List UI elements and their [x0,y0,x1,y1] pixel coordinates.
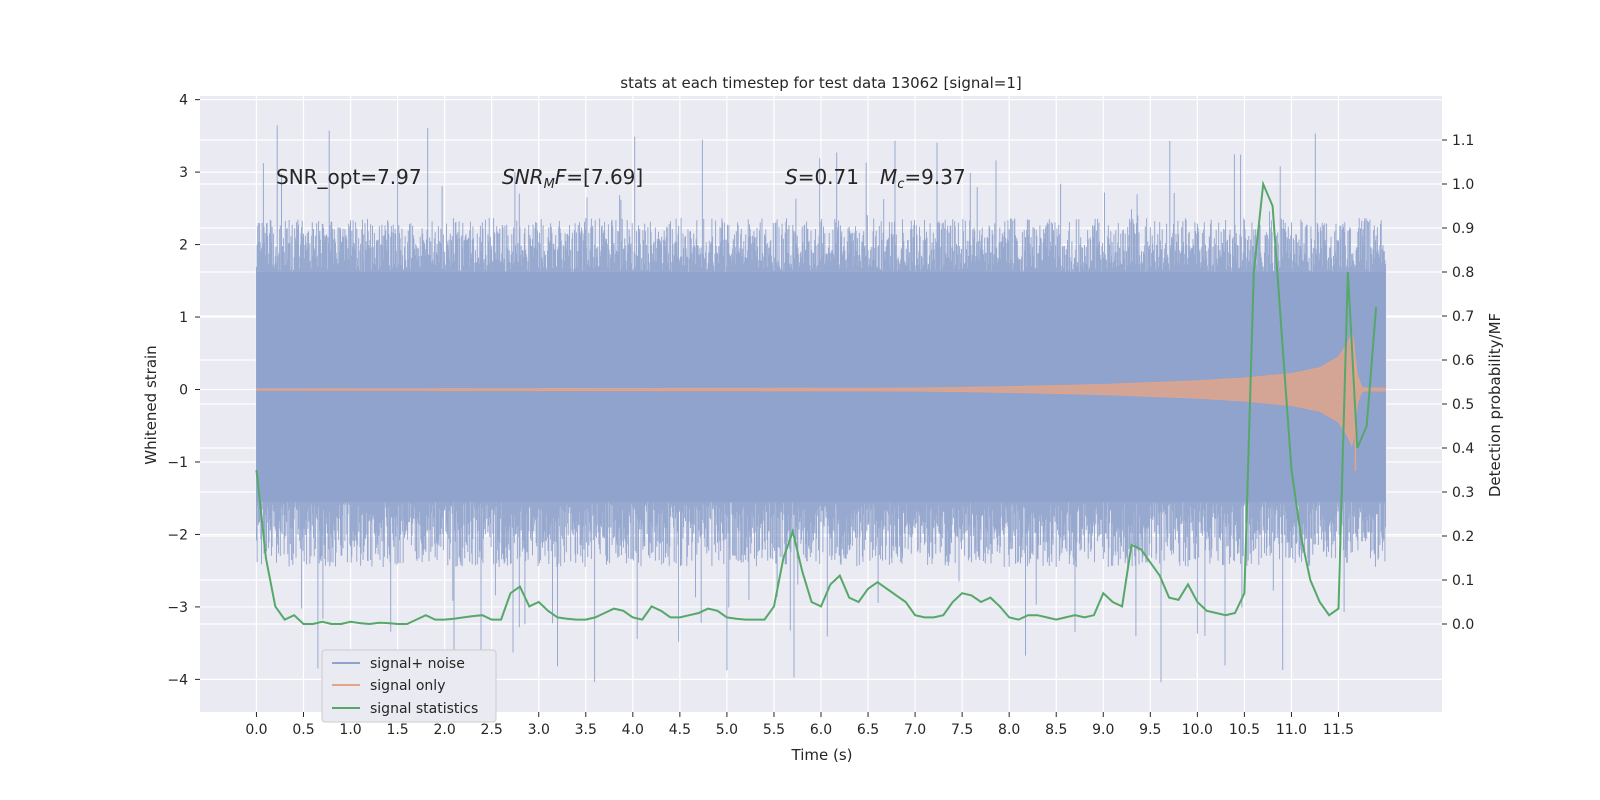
x-tick-label: 8.0 [998,722,1020,738]
right-y-tick-label: 0.3 [1452,485,1474,501]
right-y-axis-ticks: 0.0 0.1 0.2 0.3 0.4 0.5 0.6 0.7 0.8 0.9 1.0 1.1 [1442,133,1474,633]
left-y-tick-label: 1 [179,310,188,326]
snr-mf-var: SNR [502,165,544,189]
annotation-mc: Mc=9.37 [880,165,966,192]
x-axis-ticks: 0.0 0.5 1.0 1.5 2.0 2.5 3.0 3.5 4.0 4.5 5.0 5.5 6.0 6… [245,712,1354,738]
x-tick-label: 1.5 [386,722,408,738]
left-y-axis-label: Whitened strain [142,345,160,464]
x-axis-label: Time (s) [791,746,853,764]
chart-title: stats at each timestep for test data 130… [620,74,1021,92]
annotation-s: S=0.71 [785,165,859,189]
left-y-tick-label: −4 [167,672,188,688]
right-y-axis-label: Detection probability/MF [1486,313,1504,497]
x-tick-label: 3.0 [528,722,550,738]
x-tick-label: 11.5 [1323,722,1354,738]
x-tick-label: 3.5 [575,722,597,738]
x-tick-label: 8.5 [1045,722,1067,738]
stat-series [255,180,1378,626]
left-y-tick-label: −2 [167,527,188,543]
x-tick-label: 2.5 [481,722,503,738]
x-tick-label: 6.5 [857,722,879,738]
x-tick-label: 4.5 [669,722,691,738]
x-tick-label: 10.0 [1182,722,1213,738]
s-value: =0.71 [798,165,859,189]
right-y-tick-label: 0.6 [1452,353,1474,369]
x-tick-label: 1.0 [339,722,361,738]
snr-mf-value: =[7.69] [566,165,643,189]
legend-label-signal-noise: signal+ noise [370,656,465,672]
mc-var: M [880,165,897,189]
left-y-tick-label: 2 [179,238,188,254]
left-y-tick-label: 4 [179,93,188,109]
right-y-tick-label: 1.1 [1452,133,1474,149]
x-tick-label: 2.0 [434,722,456,738]
mc-sub: c [897,177,904,192]
right-y-tick-label: 0.8 [1452,265,1474,281]
legend-box [321,649,497,723]
right-y-tick-label: 0.2 [1452,529,1474,545]
x-tick-label: 0.0 [245,722,267,738]
x-tick-label: 9.5 [1139,722,1161,738]
stat-line [255,180,1378,626]
left-y-tick-label: −1 [167,455,188,471]
right-y-tick-label: 0.9 [1452,221,1474,237]
right-y-tick-label: 1.0 [1452,177,1474,193]
left-y-tick-label: 3 [179,165,188,181]
s-var: S [785,165,798,189]
x-tick-label: 6.0 [810,722,832,738]
x-tick-label: 4.0 [622,722,644,738]
legend-label-signal-only: signal only [370,678,445,694]
right-y-tick-label: 0.5 [1452,397,1474,413]
legend-label-signal-statistics: signal statistics [370,701,478,717]
mc-value: =9.37 [904,165,965,189]
x-tick-label: 5.0 [716,722,738,738]
x-tick-label: 0.5 [292,722,314,738]
x-tick-label: 7.0 [904,722,926,738]
snr-mf-var2: F [555,165,567,189]
signal-envelope [256,332,1386,447]
x-tick-label: 11.0 [1276,722,1307,738]
left-y-tick-label: −3 [167,600,188,616]
x-tick-label: 10.5 [1229,722,1260,738]
right-y-tick-label: 0.0 [1452,617,1474,633]
x-tick-label: 5.5 [763,722,785,738]
right-y-tick-label: 0.1 [1452,573,1474,589]
legend: signal+ noise signal only signal statist… [321,649,497,723]
x-tick-label: 7.5 [951,722,973,738]
left-y-tick-label: 0 [179,383,188,399]
annotation-snr-opt: SNR_opt=7.97 [276,165,422,189]
snr-mf-sub: M [544,177,555,192]
x-tick-label: 9.0 [1092,722,1114,738]
annotation-snr-mf: SNRMF=[7.69] [502,165,643,192]
left-y-axis-ticks: −4 −3 −2 −1 0 1 2 3 4 [167,93,200,688]
right-y-tick-label: 0.7 [1452,309,1474,325]
right-y-tick-label: 0.4 [1452,441,1474,457]
